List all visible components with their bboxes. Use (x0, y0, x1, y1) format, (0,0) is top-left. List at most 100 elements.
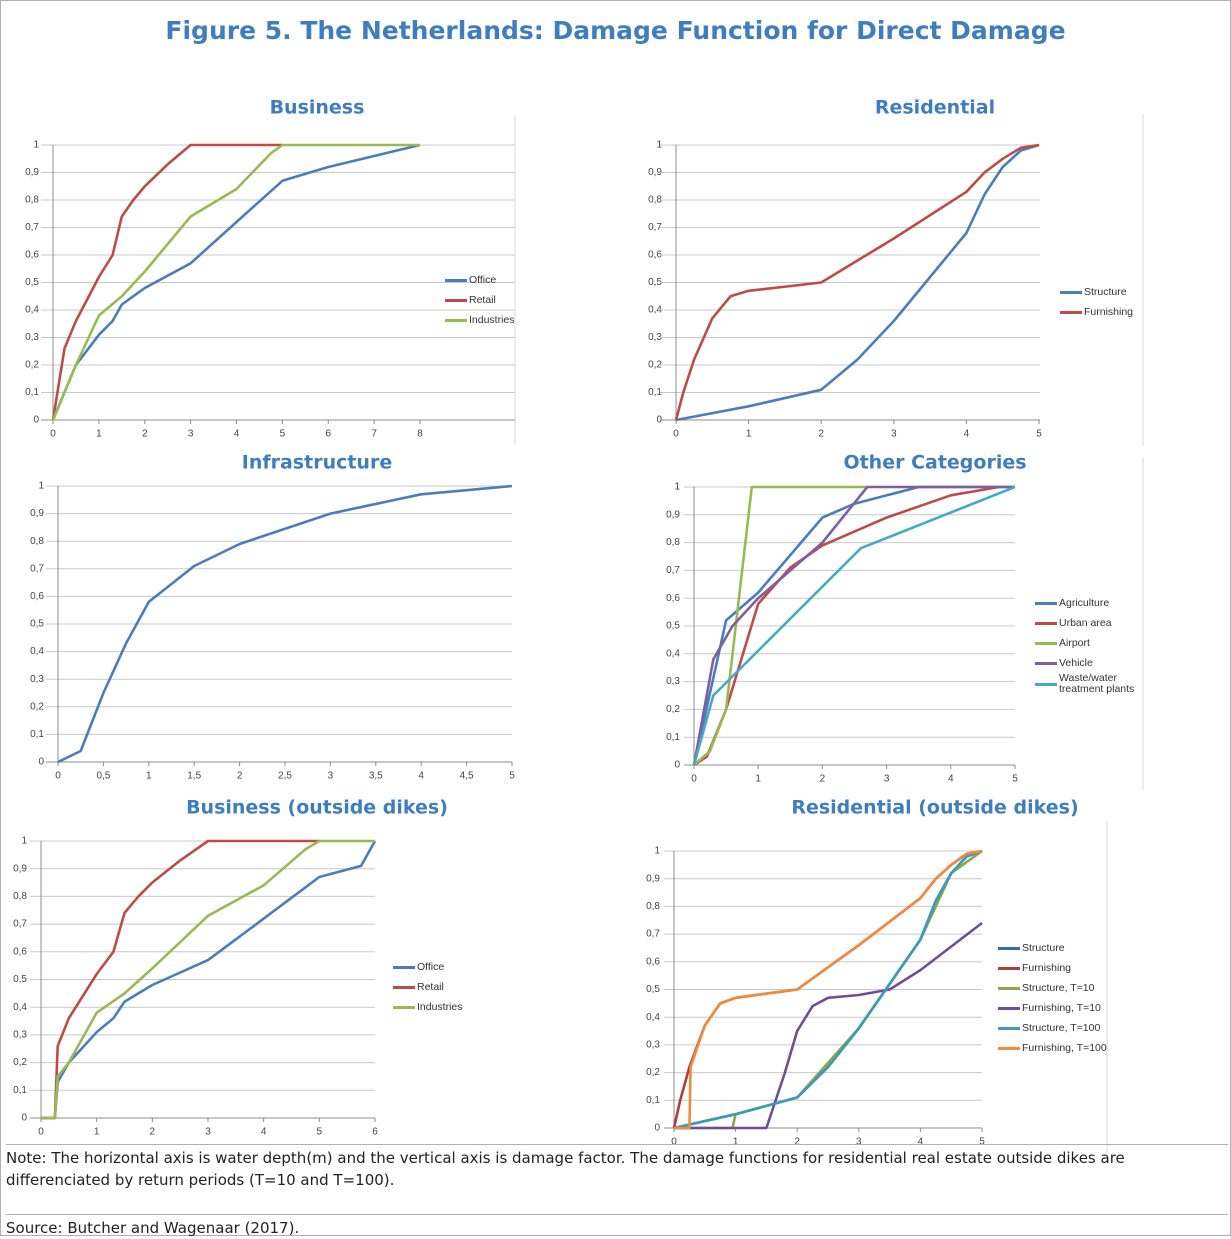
y-tick-label: 0,3 (13, 1030, 27, 1041)
legend-item: Office (393, 957, 473, 977)
x-tick-label: 0 (38, 1127, 44, 1138)
y-tick-label: 0,2 (30, 701, 44, 712)
legend: Office Retail Industries (445, 270, 525, 330)
data-line (675, 143, 1040, 422)
legend-item: Furnishing, T=100 (998, 1038, 1113, 1058)
x-tick-label: 1,5 (187, 771, 201, 782)
legend-label: Structure (1022, 941, 1065, 954)
x-tick-label: 5 (280, 429, 286, 440)
legend-label: Furnishing (1022, 961, 1072, 974)
y-tick-label: 0 (38, 757, 44, 768)
legend-swatch (998, 966, 1020, 970)
chart-title: Infrastructure (242, 452, 392, 474)
x-tick-label: 2 (237, 771, 243, 782)
y-tick-label: 0,9 (25, 167, 39, 178)
y-tick-label: 0,8 (666, 537, 680, 548)
legend-item: Agriculture (1035, 593, 1150, 613)
y-tick-label: 0,2 (666, 704, 680, 715)
y-tick-label: 0,1 (648, 387, 662, 398)
y-tick-label: 0,5 (646, 984, 660, 995)
legend-label: Airport (1059, 636, 1090, 649)
y-tick-label: 0,1 (646, 1095, 660, 1106)
x-tick-label: 1 (746, 429, 752, 440)
data-line (692, 485, 1016, 766)
y-tick-label: 0,2 (648, 360, 662, 371)
legend-label: Agriculture (1059, 596, 1110, 609)
y-tick-label: 0,7 (25, 222, 39, 233)
legend-swatch (998, 1026, 1020, 1030)
x-tick-label: 0 (55, 771, 61, 782)
y-tick-label: 0,1 (25, 387, 39, 398)
x-tick-label: 5 (317, 1127, 323, 1138)
y-tick-label: 0,9 (13, 863, 27, 874)
legend-swatch (393, 985, 415, 989)
legend-item: Furnishing, T=10 (998, 998, 1113, 1018)
x-tick-label: 8 (417, 429, 423, 440)
legend-swatch (998, 946, 1020, 950)
x-tick-label: 5 (1036, 429, 1042, 440)
y-tick-label: 1 (38, 481, 44, 492)
legend-item: Furnishing (998, 958, 1113, 978)
y-tick-label: 0,9 (646, 873, 660, 884)
x-tick-label: 4 (964, 429, 970, 440)
x-tick-label: 2 (150, 1127, 156, 1138)
data-line (41, 839, 375, 1120)
data-line (57, 484, 513, 764)
y-tick-label: 1 (654, 846, 660, 857)
y-tick-label: 0,2 (646, 1067, 660, 1078)
legend-label: Office (469, 273, 497, 286)
legend-label: Furnishing (1084, 305, 1134, 318)
y-tick-label: 0,2 (25, 360, 39, 371)
legend-swatch (445, 278, 467, 282)
x-tick-label: 0 (691, 774, 697, 785)
y-tick-label: 0,3 (646, 1040, 660, 1051)
legend-label: Vehicle (1059, 656, 1093, 669)
legend-item: Waste/water treatment plants (1035, 673, 1150, 695)
legend-item: Retail (445, 290, 525, 310)
y-tick-label: 0,8 (30, 536, 44, 547)
legend-swatch (1035, 661, 1057, 665)
y-tick-label: 0,7 (648, 222, 662, 233)
note: Note: The horizontal axis is water depth… (6, 1144, 1228, 1191)
y-tick-label: 0,5 (648, 277, 662, 288)
legend-swatch (393, 965, 415, 969)
y-tick-label: 0,5 (13, 974, 27, 985)
y-tick-label: 1 (33, 140, 39, 151)
x-tick-label: 2,5 (278, 771, 292, 782)
legend-item: Industries (445, 310, 525, 330)
legend-label: Furnishing, T=100 (1022, 1041, 1107, 1054)
y-tick-label: 0,8 (25, 195, 39, 206)
y-tick-label: 0 (656, 415, 662, 426)
y-tick-label: 0 (33, 415, 39, 426)
legend-item: Structure, T=10 (998, 978, 1113, 998)
legend: Agriculture Urban area Airport Vehicle Waste… (1035, 593, 1150, 695)
legend-label: Structure, T=10 (1022, 981, 1095, 994)
legend-label: Structure (1084, 285, 1127, 298)
y-tick-label: 0,4 (13, 1002, 27, 1013)
y-tick-label: 0,2 (13, 1057, 27, 1068)
x-tick-label: 1 (94, 1127, 100, 1138)
x-tick-label: 5 (509, 771, 515, 782)
legend-label: Retail (469, 293, 496, 306)
y-tick-label: 0,4 (666, 648, 680, 659)
legend-swatch (1035, 601, 1057, 605)
data-line (673, 849, 983, 1130)
legend-item: Vehicle (1035, 653, 1150, 673)
data-line (674, 849, 983, 1130)
x-tick-label: 3 (328, 771, 334, 782)
x-tick-label: 1 (733, 1137, 739, 1148)
x-tick-label: 1 (755, 774, 761, 785)
y-tick-label: 0,6 (648, 250, 662, 261)
x-tick-label: 5 (1012, 774, 1018, 785)
y-tick-label: 0,7 (30, 563, 44, 574)
y-tick-label: 0,6 (25, 250, 39, 261)
x-tick-label: 3,5 (369, 771, 383, 782)
x-tick-label: 6 (372, 1127, 378, 1138)
y-tick-label: 0,1 (13, 1085, 27, 1096)
x-tick-label: 6 (325, 429, 331, 440)
y-tick-label: 0 (654, 1123, 660, 1134)
chart-title: Other Categories (843, 452, 1026, 474)
legend-label: Urban area (1059, 616, 1112, 629)
x-tick-label: 4 (948, 774, 954, 785)
